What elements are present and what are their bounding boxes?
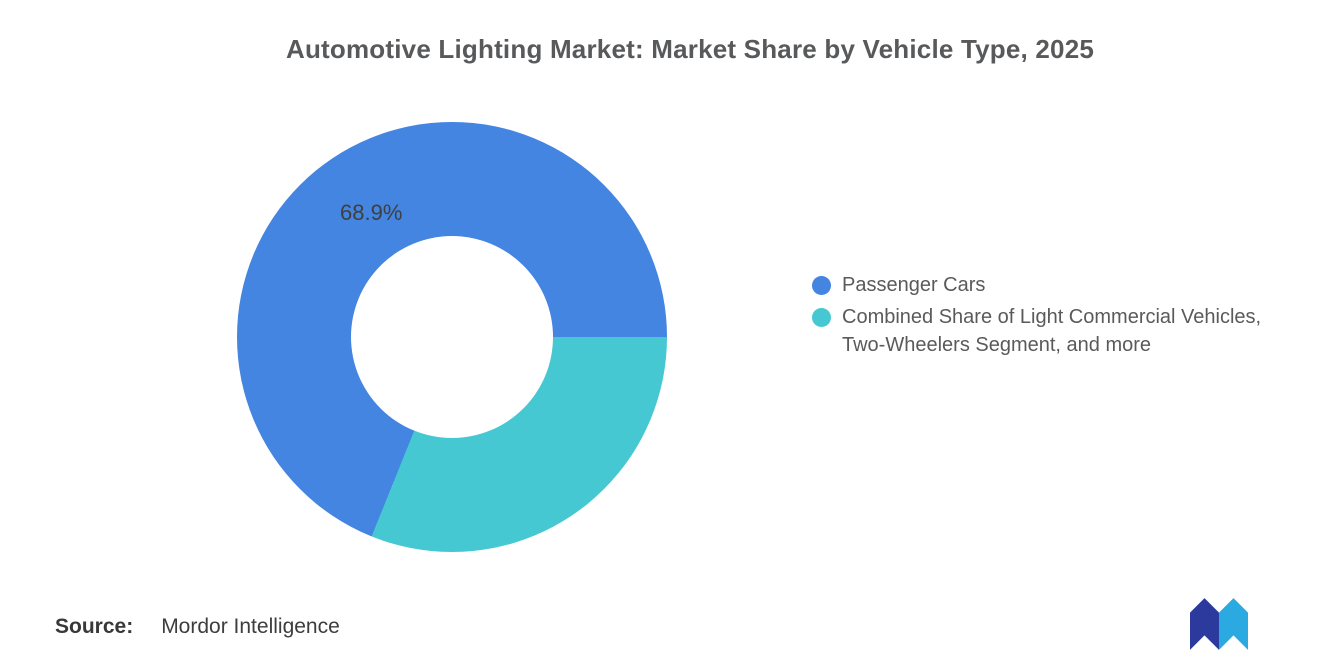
legend-label: Combined Share of Light Commercial Vehic… <box>842 306 1262 356</box>
source-value: Mordor Intelligence <box>161 615 340 638</box>
legend-swatch <box>812 276 831 295</box>
source-row: Source: Mordor Intelligence <box>55 615 340 639</box>
logo-shape-right-diagonal <box>1219 598 1234 650</box>
logo-shape-left-diagonal <box>1204 598 1219 650</box>
logo-shape-right-leg <box>1233 598 1248 650</box>
logo-shape-left-leg <box>1190 598 1205 650</box>
donut-hole <box>351 236 553 438</box>
legend-swatch <box>812 308 831 327</box>
legend-item-passenger-cars: Passenger Cars <box>812 271 1287 299</box>
chart-title: Automotive Lighting Market: Market Share… <box>285 34 1095 64</box>
legend-item-combined-share: Combined Share of Light Commercial Vehic… <box>812 303 1287 359</box>
donut-chart: 68.9% <box>237 122 667 552</box>
slice-data-label: 68.9% <box>340 200 403 225</box>
mordor-intelligence-logo <box>1190 598 1248 650</box>
legend-label: Passenger Cars <box>842 274 986 296</box>
source-label: Source: <box>55 615 134 638</box>
legend: Passenger Cars Combined Share of Light C… <box>812 271 1287 359</box>
